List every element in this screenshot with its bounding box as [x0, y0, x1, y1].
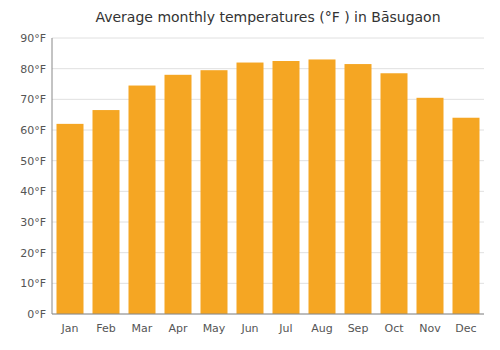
- bar: [309, 59, 336, 314]
- y-tick-label: 50°F: [20, 155, 46, 168]
- x-tick-label: Aug: [311, 322, 332, 335]
- bar: [381, 73, 408, 314]
- x-tick-label: Sep: [348, 322, 369, 335]
- bar: [165, 75, 192, 314]
- x-tick-label: Mar: [132, 322, 153, 335]
- y-tick-label: 40°F: [20, 185, 46, 198]
- y-tick-label: 10°F: [20, 277, 46, 290]
- chart-svg: Average monthly temperatures (°F ) in Bā…: [0, 0, 500, 350]
- bar: [57, 124, 84, 314]
- bar: [237, 63, 264, 314]
- y-tick-label: 60°F: [20, 124, 46, 137]
- bar: [201, 70, 228, 314]
- x-tick-label: Apr: [168, 322, 188, 335]
- x-tick-label: Nov: [419, 322, 441, 335]
- grid-line: [52, 314, 484, 315]
- y-tick-label: 0°F: [27, 308, 46, 321]
- bars: [57, 59, 480, 314]
- y-tick-label: 20°F: [20, 247, 46, 260]
- bar: [273, 61, 300, 314]
- chart-title: Average monthly temperatures (°F ) in Bā…: [95, 9, 440, 25]
- bar: [345, 64, 372, 314]
- y-tick-label: 30°F: [20, 216, 46, 229]
- bar: [129, 86, 156, 314]
- y-axis-line: [52, 38, 53, 314]
- bar: [453, 118, 480, 314]
- x-axis-line: [52, 314, 484, 315]
- x-tick-label: Jun: [240, 322, 258, 335]
- chart-container: Average monthly temperatures (°F ) in Bā…: [0, 0, 500, 350]
- x-tick-label: Feb: [96, 322, 115, 335]
- grid-line: [52, 38, 484, 39]
- x-tick-label: Dec: [455, 322, 476, 335]
- x-tick-label: Oct: [384, 322, 404, 335]
- y-tick-label: 90°F: [20, 32, 46, 45]
- x-tick-label: Jul: [278, 322, 292, 335]
- y-tick-label: 70°F: [20, 93, 46, 106]
- grid-line: [52, 68, 484, 69]
- y-grid: [52, 38, 484, 314]
- y-tick-label: 80°F: [20, 63, 46, 76]
- bar: [417, 98, 444, 314]
- x-tick-label: May: [203, 322, 226, 335]
- x-tick-label: Jan: [61, 322, 79, 335]
- bar: [93, 110, 120, 314]
